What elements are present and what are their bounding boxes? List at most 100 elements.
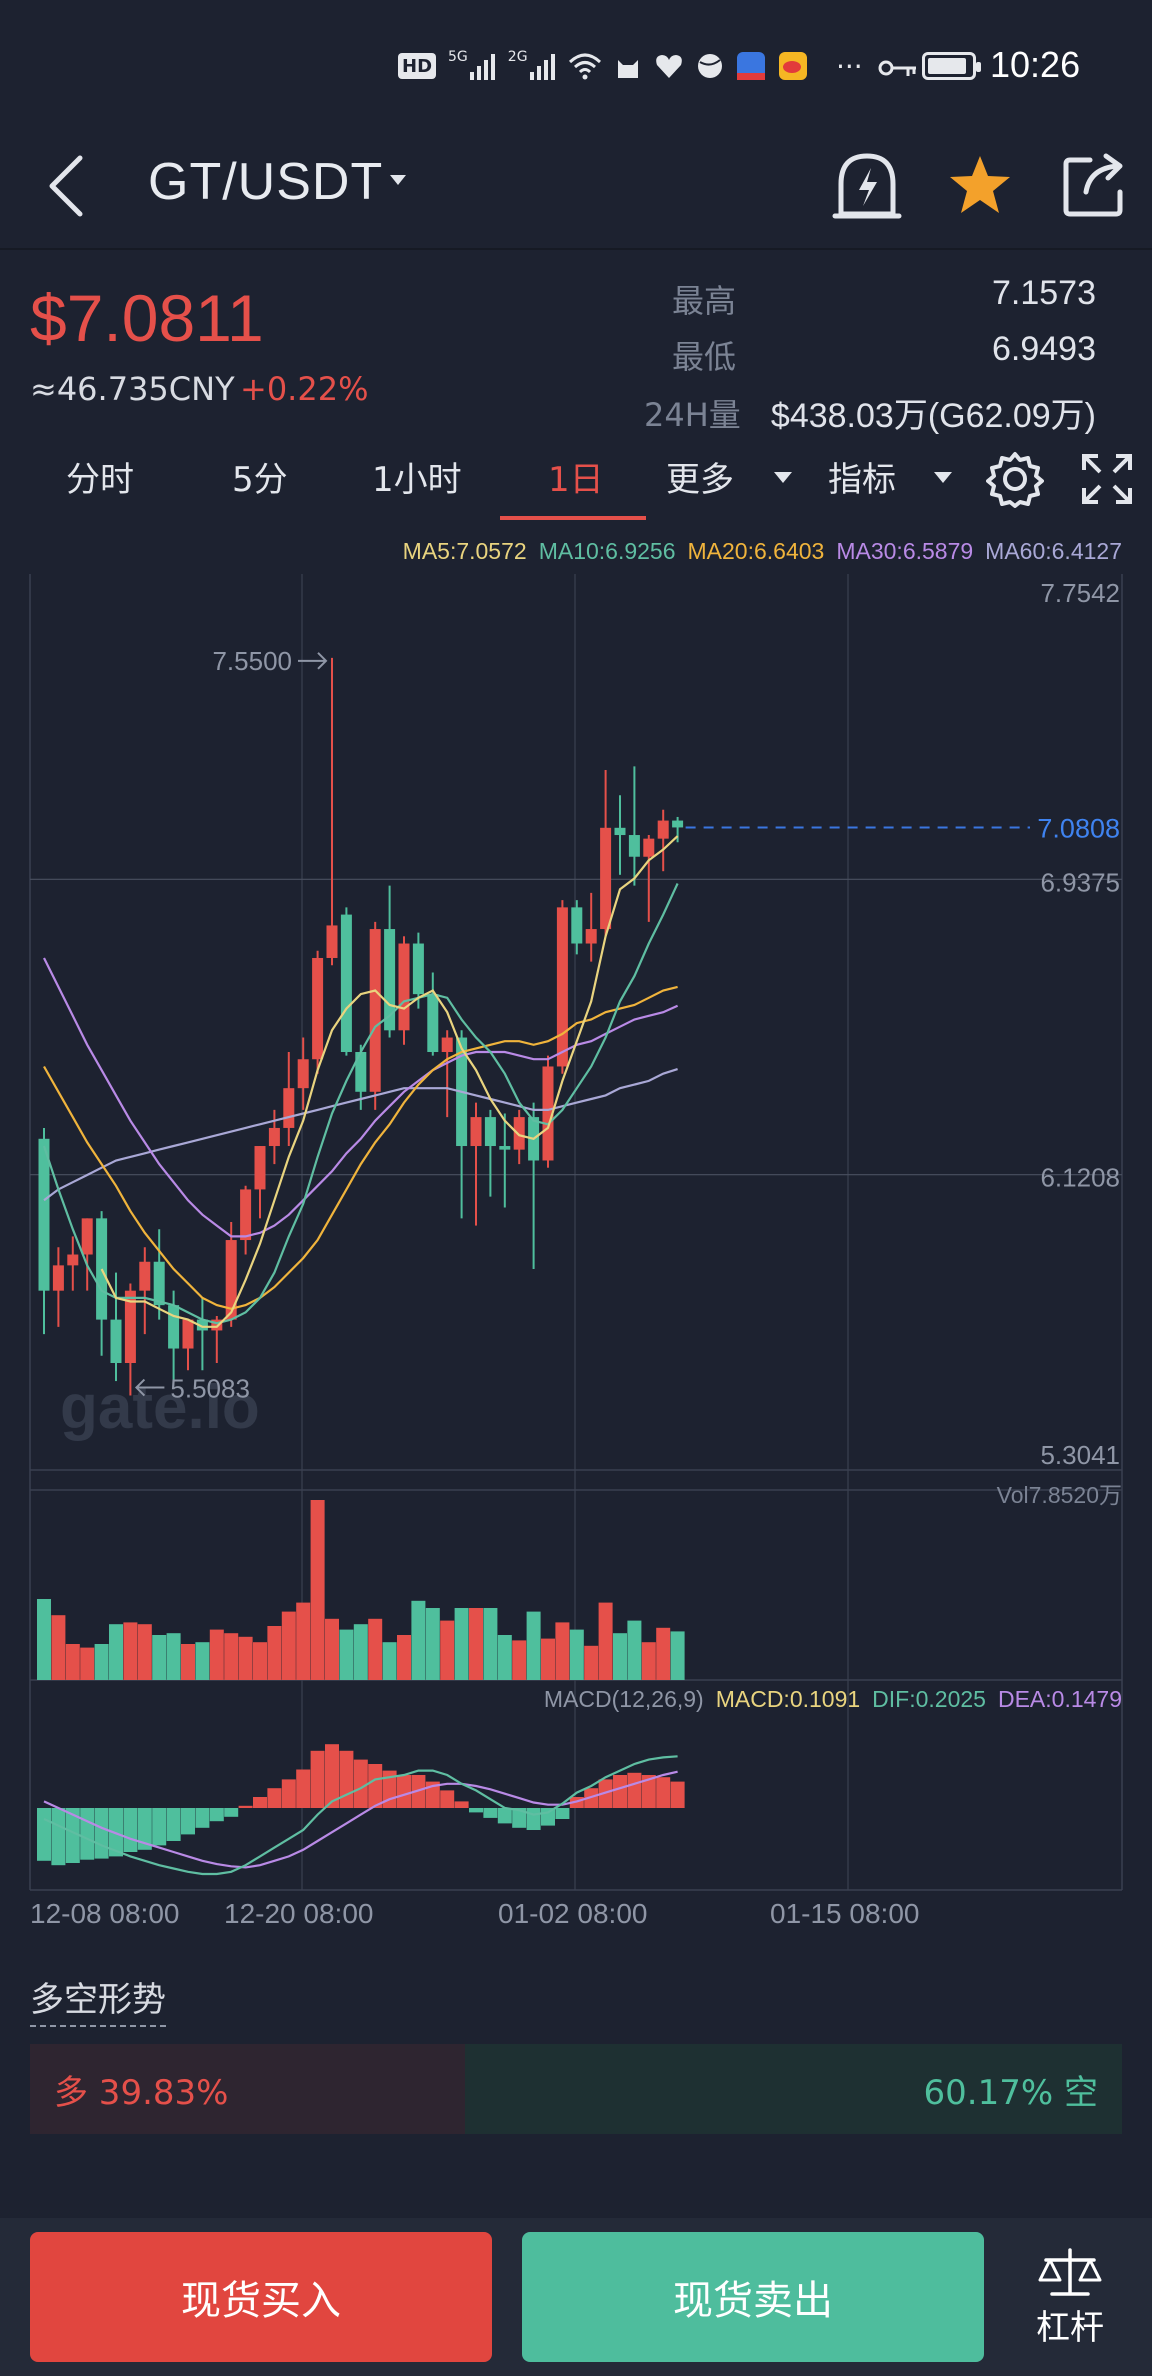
volume-bar (569, 1629, 584, 1680)
candle-body (225, 1240, 237, 1320)
candle-body (355, 1052, 367, 1092)
tab-indicator[interactable]: 指标 (828, 460, 896, 500)
sentiment-title[interactable]: 多空形势 (30, 1972, 166, 2027)
volume-bar (627, 1620, 642, 1680)
scale-icon (1038, 2247, 1102, 2296)
candle-body (542, 1066, 554, 1161)
date-tick-3: 01-02 08:00 (498, 1898, 648, 1929)
macd-hist-bar (166, 1808, 181, 1841)
volume-bar (353, 1624, 368, 1680)
macd-params-legend: MACD(12,26,9) (543, 1686, 704, 1712)
dea-legend: DEA:0.1479 (997, 1686, 1122, 1712)
volume-bar (51, 1615, 66, 1680)
candle-body (182, 1319, 194, 1349)
candle-body (153, 1261, 165, 1306)
date-tick-4: 01-15 08:00 (770, 1898, 920, 1929)
wifi-icon (568, 49, 602, 83)
candle-body (124, 1290, 136, 1363)
watermark-logo: gate.io (60, 1373, 260, 1442)
key-icon (878, 56, 918, 84)
macd-hist-bar (209, 1808, 224, 1822)
favorite-button[interactable] (940, 146, 1020, 226)
volume-bar (65, 1644, 80, 1680)
volume-bar (109, 1624, 123, 1680)
candle-body (499, 1146, 511, 1150)
spot-buy-button[interactable]: 现货买入 (30, 2232, 492, 2362)
candle-body (268, 1127, 280, 1147)
tab-more[interactable]: 更多 (666, 460, 734, 500)
macd-hist-bar (123, 1808, 138, 1852)
volume-bar (526, 1611, 541, 1680)
macd-hist-bar (483, 1808, 498, 1818)
candle-body (312, 957, 324, 1060)
date-tick-2: 12-20 08:00 (224, 1898, 374, 1929)
volume-bar (555, 1622, 570, 1680)
volume-bar (512, 1640, 527, 1680)
macd-hist-bar (497, 1808, 512, 1824)
candle-body (52, 1265, 64, 1291)
macd-hist-bar (181, 1808, 195, 1835)
volume-bar (454, 1608, 469, 1680)
candle-body (240, 1189, 252, 1241)
volume-bar (166, 1633, 181, 1680)
volume-bar (296, 1602, 311, 1680)
macd-hist-bar (440, 1790, 455, 1808)
macd-legend: MACD(12,26,9) MACD:0.1091 DIF:0.2025 DEA… (544, 1686, 1122, 1713)
ma-legend: MA5:7.0572 MA10:6.9256 MA20:6.6403 MA30:… (403, 538, 1122, 565)
fullscreen-button[interactable] (1080, 452, 1134, 510)
volume-bar (123, 1622, 138, 1680)
ma10-legend: MA10:6.9256 (538, 538, 676, 564)
low-marker-arrow (134, 1378, 165, 1397)
leverage-button[interactable]: 杠杆 (1010, 2232, 1130, 2362)
candle-body (585, 929, 597, 944)
more-caret-icon (774, 472, 792, 483)
candle-body (326, 925, 338, 958)
price-alert-button[interactable] (827, 146, 907, 226)
status-time: 10:26 (990, 44, 1081, 85)
last-price: $7.0811 (30, 281, 264, 355)
indicator-caret-icon (934, 472, 952, 483)
macd-hist-bar (296, 1769, 311, 1808)
tab-1day[interactable]: 1日 (548, 460, 604, 500)
share-button[interactable] (1054, 146, 1134, 226)
pair-dropdown-caret-icon[interactable] (388, 172, 408, 192)
candle-body (600, 827, 612, 930)
tab-5min[interactable]: 5分 (232, 460, 288, 500)
macd-hist-bar (152, 1808, 167, 1846)
kline-chart[interactable]: gate.io 7.7542 6.9375 6.1208 5.3041 7.0808 7.5… (0, 560, 1152, 1900)
high-marker-label: 7.5500 (212, 646, 292, 676)
macd-hist-bar (670, 1781, 685, 1808)
macd-hist-bar (526, 1808, 541, 1830)
long-ratio-label: 多 39.83% (54, 2072, 229, 2113)
volume-bar (310, 1500, 325, 1680)
signal-2g-icon: 2G (508, 49, 556, 83)
tab-time-share[interactable]: 分时 (66, 460, 134, 500)
star-icon (950, 156, 1010, 213)
high-label: 最高 (672, 282, 737, 320)
y-tick-label-1: 6.9375 (1040, 867, 1120, 897)
settings-button[interactable] (986, 450, 1044, 512)
ma20-line (43, 985, 678, 1310)
volume-bar (209, 1629, 224, 1680)
volume-bar (613, 1633, 627, 1680)
tab-1hour[interactable]: 1小时 (372, 460, 462, 500)
volume-bar (641, 1642, 656, 1680)
candle-body (412, 943, 424, 995)
candle-body (369, 929, 381, 1092)
pair-title[interactable]: GT/USDT (148, 153, 384, 211)
macd-hist-bar (454, 1801, 469, 1808)
volume-bar (281, 1611, 296, 1680)
macd-hist-bar (37, 1808, 51, 1861)
candle-body (168, 1305, 180, 1349)
macd-hist-bar (253, 1797, 267, 1808)
back-button[interactable] (40, 144, 100, 224)
high-value: 7.1573 (992, 274, 1096, 312)
ma5-legend: MA5:7.0572 (402, 538, 527, 564)
volume-legend: Vol7.8520万 (996, 1482, 1122, 1508)
spot-buy-label: 现货买入 (181, 2278, 341, 2324)
volume-bar (541, 1638, 555, 1680)
spot-sell-button[interactable]: 现货卖出 (522, 2232, 984, 2362)
sentiment-bar: 多 39.83% 60.17% 空 (30, 2044, 1122, 2134)
cat-icon (614, 49, 642, 83)
gear-icon (986, 452, 1044, 508)
